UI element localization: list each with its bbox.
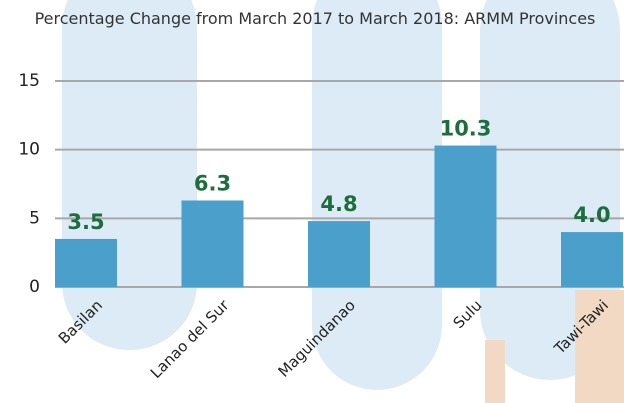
bar: [182, 200, 244, 287]
bar: [561, 232, 623, 287]
chart: 0510153.5Basilan6.3Lanao del Sur4.8Magui…: [0, 0, 624, 403]
y-tick-label: 0: [29, 277, 40, 297]
page: 0510153.5Basilan6.3Lanao del Sur4.8Magui…: [0, 0, 624, 403]
chart-title: Percentage Change from March 2017 to Mar…: [20, 6, 610, 31]
y-tick-label: 15: [18, 71, 40, 91]
value-label: 6.3: [194, 171, 231, 195]
y-tick-label: 5: [29, 208, 40, 228]
value-label: 10.3: [440, 117, 492, 141]
bar: [55, 239, 117, 287]
value-label: 4.0: [573, 203, 610, 227]
value-label: 3.5: [67, 210, 104, 234]
y-tick-label: 10: [18, 140, 40, 160]
bar: [435, 146, 497, 287]
bar: [308, 221, 370, 287]
value-label: 4.8: [320, 192, 357, 216]
